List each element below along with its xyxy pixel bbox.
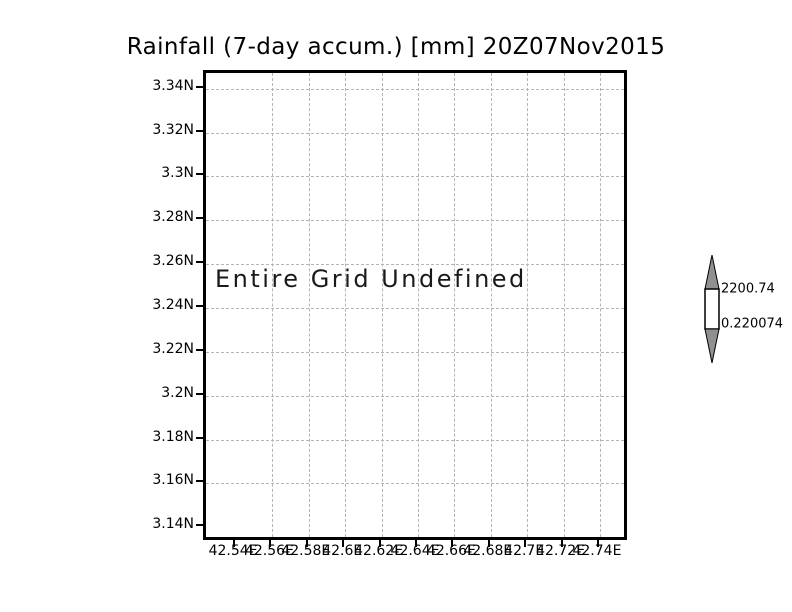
y-axis-label: 3.28N <box>152 209 194 226</box>
gridline-vertical <box>345 73 347 537</box>
gridline-horizontal <box>206 132 624 134</box>
gridline-vertical <box>527 73 529 537</box>
gridline-vertical <box>272 73 274 537</box>
colorbar-max-label: 2200.74 <box>721 281 775 297</box>
x-axis-label: 42.56E <box>244 543 294 559</box>
x-axis-tick <box>305 540 308 547</box>
gridlines <box>206 73 624 537</box>
y-axis-tick <box>196 261 203 264</box>
y-axis-label: 3.26N <box>152 253 194 270</box>
y-axis-label: 3.22N <box>152 340 194 357</box>
y-axis-tick <box>196 480 203 483</box>
y-axis-tick <box>196 85 203 88</box>
x-axis-tick <box>415 540 417 547</box>
y-axis-tick <box>196 348 203 351</box>
y-axis-tick <box>196 392 203 395</box>
gridline-vertical <box>490 73 492 537</box>
gridline-vertical <box>563 73 565 537</box>
y-axis-tick <box>196 436 203 439</box>
gridline-horizontal <box>206 88 624 90</box>
x-axis-label: 42.58E <box>281 543 331 559</box>
gridline-horizontal <box>206 395 624 397</box>
x-axis-tick <box>269 540 272 547</box>
page-title: Rainfall (7-day accum.) [mm] 20Z07Nov201… <box>126 34 666 60</box>
x-axis-tick <box>451 540 454 547</box>
x-axis-label: 42.64E <box>390 543 440 559</box>
colorbar <box>700 255 724 363</box>
x-axis-label: 42.54E <box>208 543 258 559</box>
gridline-horizontal <box>206 483 624 485</box>
y-axis-label: 3.32N <box>152 121 194 138</box>
gridline-vertical <box>418 73 419 537</box>
y-axis-label: 3.14N <box>152 516 194 533</box>
x-axis-label: 42.7E <box>504 543 545 559</box>
gridline-vertical <box>308 73 310 537</box>
y-axis-tick <box>196 173 203 176</box>
colorbar-top-cap <box>704 255 720 290</box>
x-axis-tick <box>342 540 345 547</box>
gridline-horizontal <box>206 176 624 178</box>
x-axis-label: 42.74E <box>572 543 622 559</box>
x-axis-tick <box>378 540 381 547</box>
y-axis-label: 3.24N <box>152 297 194 313</box>
gridline-vertical <box>454 73 456 537</box>
y-axis-tick <box>196 129 203 132</box>
y-axis-label: 3.34N <box>152 77 194 94</box>
gridline-horizontal <box>206 220 624 222</box>
x-axis-label: 42.68E <box>463 543 513 559</box>
x-axis-tick <box>596 540 599 547</box>
x-axis-label: 42.6E <box>322 543 363 559</box>
colorbar-bottom-cap <box>704 328 720 363</box>
colorbar-body <box>704 288 720 330</box>
x-axis-label: 42.66E <box>426 543 476 559</box>
y-axis-tick <box>196 305 203 307</box>
gridline-horizontal <box>206 351 624 353</box>
entire-grid-undefined-message: Entire Grid Undefined <box>215 265 527 293</box>
y-axis-label: 3.3N <box>161 165 194 182</box>
x-axis-tick <box>560 540 563 547</box>
x-axis-label: 42.72E <box>536 543 586 559</box>
y-axis-tick <box>196 217 203 220</box>
y-axis-label: 3.2N <box>161 384 194 401</box>
x-axis-label: 42.62E <box>354 543 404 559</box>
x-axis-tick <box>524 540 527 547</box>
plot-area <box>203 70 627 540</box>
gridline-vertical <box>599 73 601 537</box>
colorbar-min-label: 0.220074 <box>721 316 784 332</box>
y-axis-label: 3.18N <box>152 428 194 445</box>
x-axis-tick <box>487 540 490 547</box>
gridline-vertical <box>381 73 383 537</box>
y-axis-label: 3.16N <box>152 472 194 489</box>
gridline-horizontal <box>206 439 624 441</box>
x-axis-tick <box>233 540 236 547</box>
y-axis-tick <box>196 524 203 527</box>
gridline-horizontal <box>206 308 624 309</box>
